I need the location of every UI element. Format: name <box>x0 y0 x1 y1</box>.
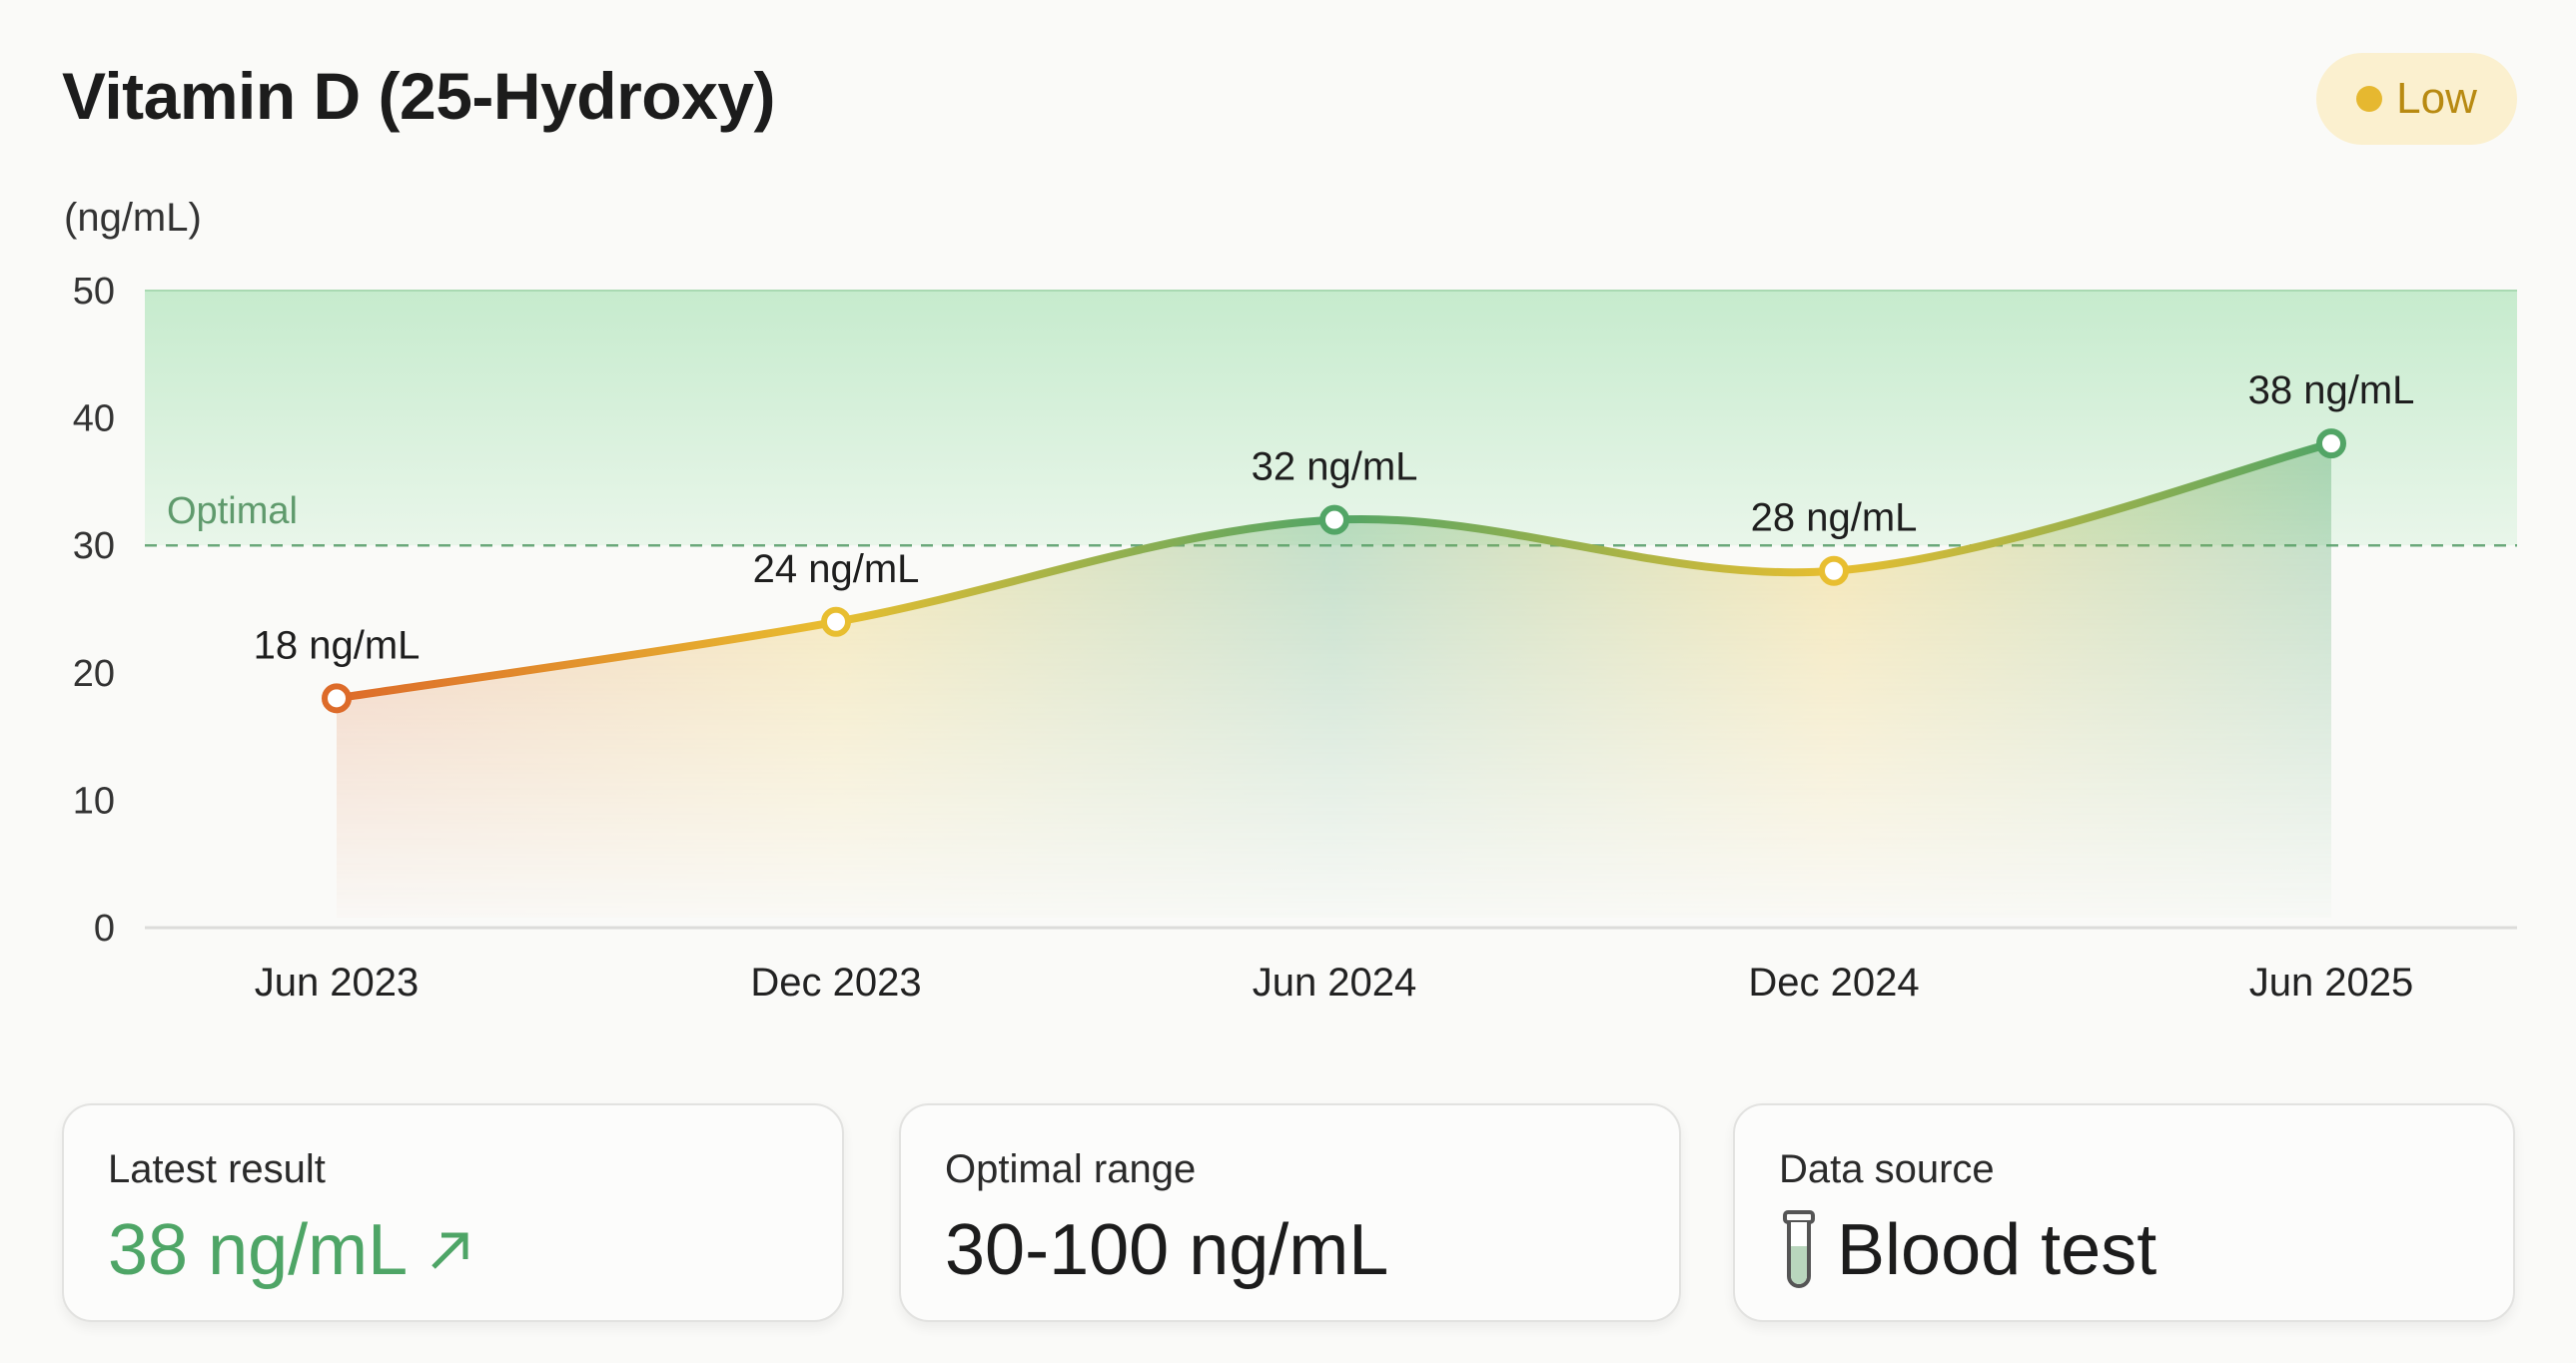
line-chart: Optimal 0 10 20 30 40 50 Jun 2023 Dec 2023 Jun 2… <box>73 271 2517 1005</box>
y-tick-label: 50 <box>73 271 115 313</box>
card-label: Optimal range <box>945 1147 1197 1191</box>
card-value: 38 ng/mL <box>108 1210 409 1290</box>
data-point <box>1819 555 1849 586</box>
y-tick-label: 30 <box>73 525 115 567</box>
x-tick-label: Jun 2025 <box>2249 961 2414 1005</box>
data-source-value: Blood test <box>1779 1209 2156 1291</box>
y-tick-label: 10 <box>73 780 115 822</box>
data-point <box>1319 504 1349 535</box>
data-label: 28 ng/mL <box>1751 496 1918 540</box>
page-title: Vitamin D (25-Hydroxy) <box>62 59 775 133</box>
y-tick-label: 20 <box>73 653 115 695</box>
data-point <box>2316 428 2346 459</box>
data-source-card: Data source Blood test <box>1733 1103 2515 1322</box>
latest-result-card: Latest result 38 ng/mL <box>62 1103 844 1322</box>
data-label: 38 ng/mL <box>2248 368 2415 412</box>
y-axis-label: (ng/mL) <box>64 196 202 240</box>
area-fill <box>337 443 2331 918</box>
card-label: Latest result <box>108 1147 326 1191</box>
data-label: 18 ng/mL <box>254 623 421 667</box>
optimal-band <box>145 291 2517 546</box>
card-value: Blood test <box>1837 1210 2157 1290</box>
optimal-band-label: Optimal <box>167 490 298 532</box>
card-value: 30-100 ng/mL <box>945 1210 1389 1290</box>
data-label: 24 ng/mL <box>753 547 920 591</box>
status-dot-icon <box>2356 86 2383 112</box>
x-tick-label: Jun 2024 <box>1253 961 1417 1005</box>
data-point <box>821 606 851 637</box>
card-label: Data source <box>1779 1147 1995 1191</box>
optimal-range-card: Optimal range 30-100 ng/mL <box>899 1103 1681 1322</box>
latest-result-value: 38 ng/mL <box>108 1209 475 1291</box>
status-badge-label: Low <box>2396 74 2477 123</box>
y-tick-label: 0 <box>94 908 115 950</box>
arrow-up-right-icon <box>431 1232 468 1269</box>
y-tick-label: 40 <box>73 398 115 440</box>
test-tube-icon <box>1783 1210 1815 1288</box>
x-tick-label: Dec 2024 <box>1748 961 1919 1005</box>
data-label: 32 ng/mL <box>1252 445 1418 489</box>
data-point <box>322 683 352 714</box>
x-tick-label: Dec 2023 <box>750 961 921 1005</box>
status-badge: Low <box>2316 53 2517 145</box>
x-tick-label: Jun 2023 <box>255 961 420 1005</box>
